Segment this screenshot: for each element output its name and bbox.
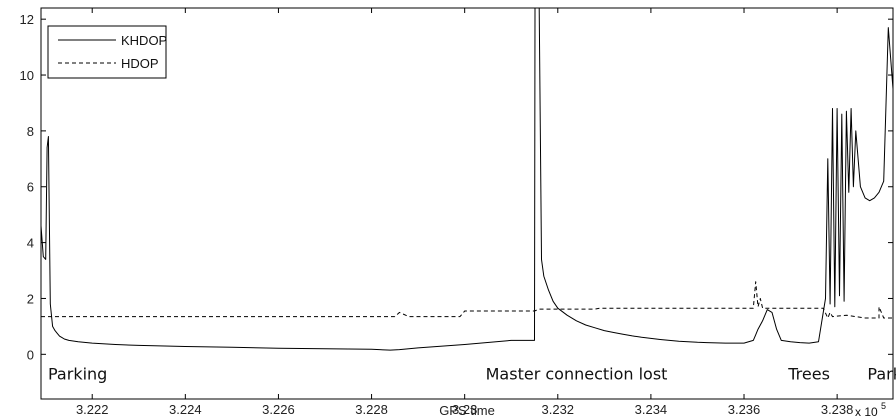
y-tick-label: 12 xyxy=(20,12,34,27)
x-tick-label: 3.232 xyxy=(542,402,575,417)
y-tick-label: 10 xyxy=(20,68,34,83)
axis-ticks: 3.222 3.224 3.226 3.228 3.23 3.232 3.234 3.236 3… xyxy=(20,8,893,417)
y-tick-label: 0 xyxy=(27,347,34,362)
x-axis-multiplier: x 10 5 xyxy=(855,401,886,419)
annotation-label: Master connection lost xyxy=(486,364,668,383)
x-tick-label: 3.238 xyxy=(821,402,854,417)
legend-label-khdop: KHDOP xyxy=(121,33,167,48)
x-tick-label: 3.224 xyxy=(169,402,202,417)
y-tick-label: 2 xyxy=(27,291,34,306)
x-tick-label: 3.236 xyxy=(728,402,761,417)
plot-frame xyxy=(40,7,894,400)
y-tick-label: 6 xyxy=(27,180,34,195)
x-axis-multiplier-base: x 10 xyxy=(855,405,878,419)
x-axis-multiplier-exponent: 5 xyxy=(881,401,886,411)
y-tick-label: 8 xyxy=(27,124,34,139)
legend: KHDOP HDOP xyxy=(47,25,167,79)
x-tick-label: 3.222 xyxy=(76,402,109,417)
x-axis-title: GPS time xyxy=(439,403,495,418)
annotation-label: Trees xyxy=(787,364,830,383)
series-line-hdop xyxy=(41,281,893,319)
plot-area xyxy=(41,8,893,351)
annotation-label: Parking xyxy=(48,364,107,383)
x-tick-label: 3.226 xyxy=(262,402,295,417)
legend-label-hdop: HDOP xyxy=(121,56,159,71)
series-line-khdop xyxy=(41,8,893,351)
y-tick-label: 4 xyxy=(27,236,34,251)
annotation-label: Parking xyxy=(867,364,896,383)
annotations: Parking Master connection lost Trees Parkin… xyxy=(48,364,896,383)
legend-box xyxy=(47,25,167,79)
x-tick-label: 3.228 xyxy=(355,402,388,417)
x-tick-label: 3.23 xyxy=(452,402,477,417)
x-tick-label: 3.234 xyxy=(635,402,668,417)
